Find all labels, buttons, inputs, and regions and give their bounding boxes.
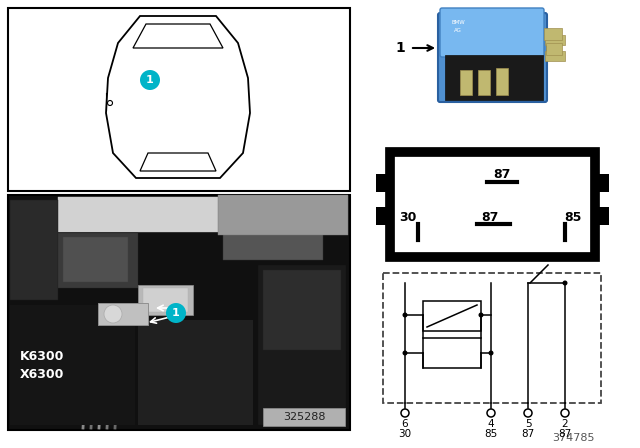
Bar — [545, 51, 565, 61]
Text: 87: 87 — [481, 211, 499, 224]
Polygon shape — [133, 24, 223, 48]
Bar — [223, 200, 323, 260]
Bar — [423, 301, 481, 331]
Bar — [445, 55, 543, 100]
Text: 374785: 374785 — [552, 433, 595, 443]
Bar — [460, 70, 472, 95]
Text: 87: 87 — [522, 429, 534, 439]
Bar — [263, 408, 345, 426]
Text: 87: 87 — [558, 429, 572, 439]
Text: 1: 1 — [146, 75, 154, 85]
Circle shape — [401, 409, 409, 417]
Bar — [376, 174, 392, 192]
Bar — [383, 273, 601, 403]
Bar — [138, 320, 253, 425]
Bar — [138, 285, 193, 315]
Bar — [544, 28, 562, 40]
Text: 1: 1 — [395, 41, 405, 55]
Circle shape — [488, 350, 493, 356]
Text: 87: 87 — [493, 168, 511, 181]
Bar — [593, 207, 609, 225]
Text: 30: 30 — [399, 211, 417, 224]
Circle shape — [403, 350, 408, 356]
Bar — [546, 43, 562, 55]
Bar — [98, 303, 148, 325]
Bar — [8, 8, 350, 191]
Bar — [376, 207, 392, 225]
Circle shape — [166, 303, 186, 323]
Circle shape — [487, 409, 495, 417]
Bar — [143, 288, 188, 312]
Text: 6: 6 — [402, 419, 408, 429]
Bar — [10, 305, 135, 425]
Bar — [258, 265, 346, 425]
Circle shape — [403, 313, 408, 318]
Polygon shape — [106, 16, 250, 178]
Text: K6300
X6300: K6300 X6300 — [20, 349, 65, 380]
Bar — [263, 270, 341, 350]
Text: AG: AG — [454, 27, 462, 33]
Bar — [58, 197, 218, 232]
Bar — [545, 35, 565, 45]
Text: 30: 30 — [399, 429, 412, 439]
Circle shape — [104, 305, 122, 323]
Bar — [8, 195, 350, 430]
Text: 1: 1 — [172, 308, 180, 318]
Circle shape — [479, 313, 483, 318]
Bar — [478, 70, 490, 95]
FancyBboxPatch shape — [440, 8, 544, 57]
Bar — [496, 68, 508, 95]
Text: 85: 85 — [564, 211, 582, 224]
Bar — [218, 195, 348, 235]
Bar — [63, 237, 128, 282]
Text: 4: 4 — [488, 419, 494, 429]
Bar — [58, 233, 138, 288]
Bar — [390, 152, 595, 257]
Bar — [10, 200, 58, 300]
Polygon shape — [140, 153, 216, 171]
FancyBboxPatch shape — [438, 13, 547, 102]
Circle shape — [524, 409, 532, 417]
Bar — [423, 338, 481, 368]
Text: 5: 5 — [525, 419, 531, 429]
Bar — [593, 174, 609, 192]
Circle shape — [561, 409, 569, 417]
Text: BMW: BMW — [451, 20, 465, 25]
Text: 325288: 325288 — [283, 412, 325, 422]
Text: 85: 85 — [484, 429, 498, 439]
Circle shape — [563, 280, 568, 285]
Text: 2: 2 — [562, 419, 568, 429]
Circle shape — [140, 70, 160, 90]
